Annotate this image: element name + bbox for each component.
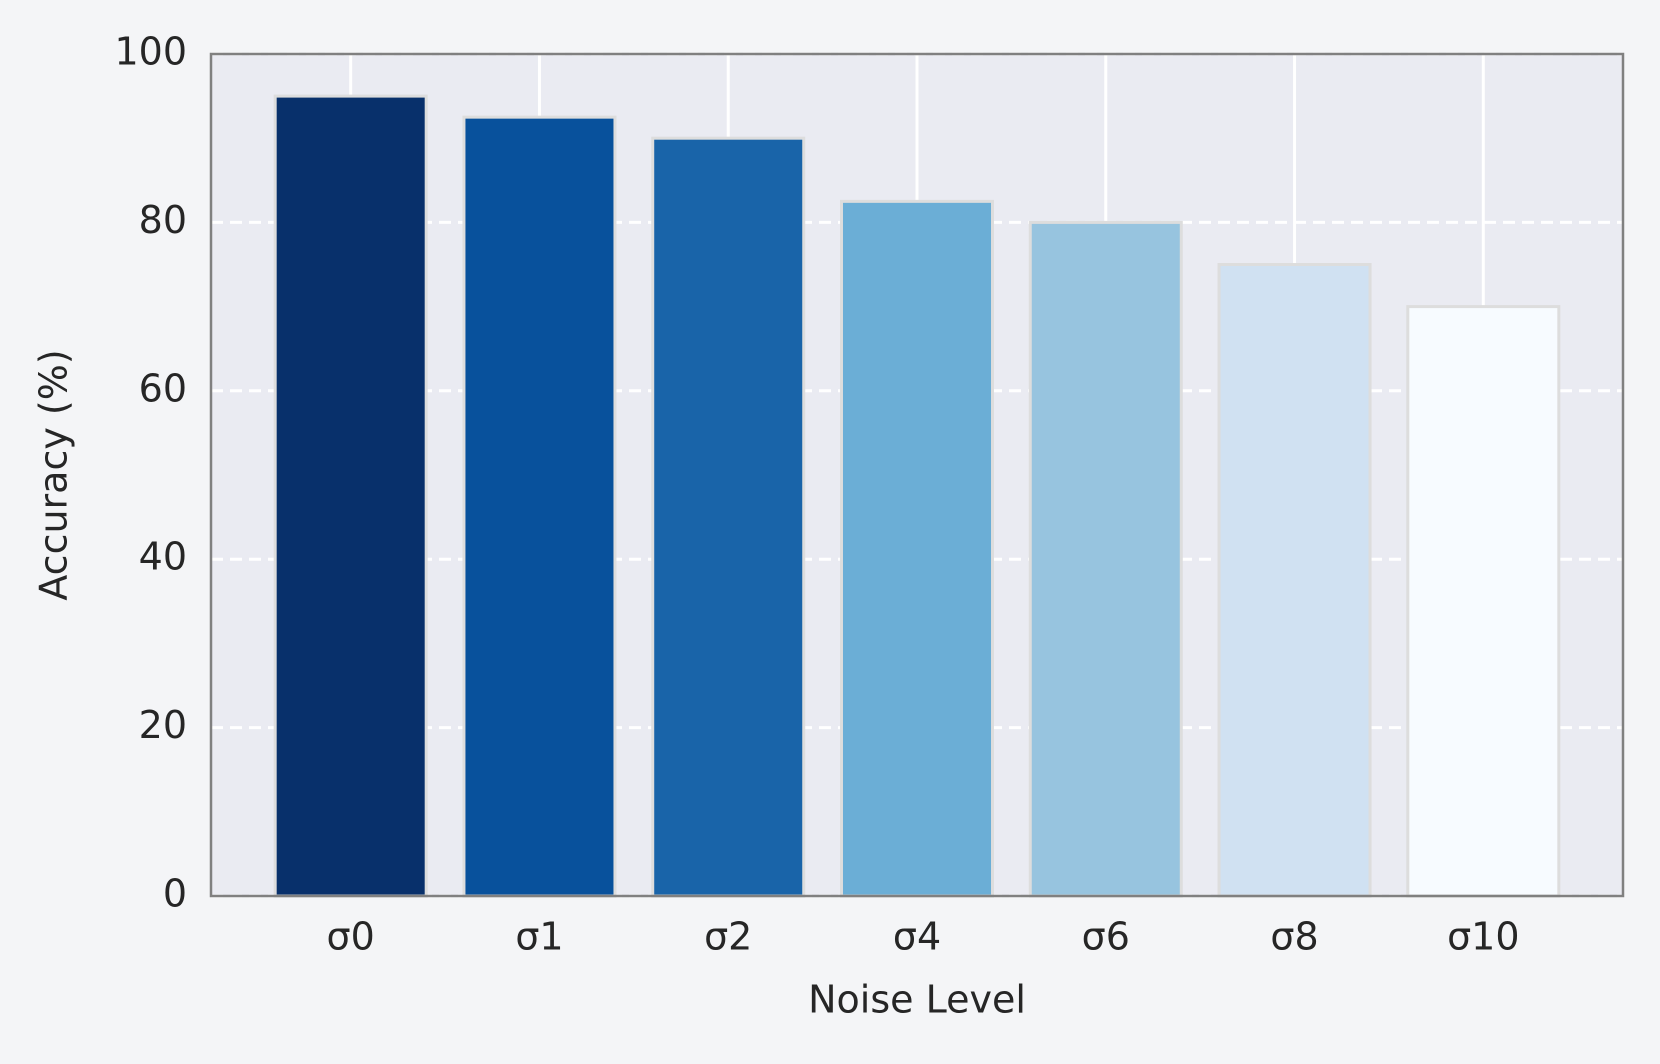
bar	[1406, 305, 1561, 898]
x-tick-label: σ8	[1270, 915, 1318, 959]
plot-border	[209, 52, 1625, 898]
bar	[1028, 220, 1183, 898]
bar	[651, 136, 806, 898]
y-tick-label: 20	[139, 703, 187, 747]
y-tick-label: 60	[139, 366, 187, 410]
tick-labels: 0 20 40 60 80 100 σ0 σ1 σ2 σ4 σ6 σ8 σ10	[114, 30, 1519, 959]
y-tick-label: 100	[114, 30, 187, 74]
x-tick-label: σ10	[1447, 915, 1519, 959]
x-axis-label: Noise Level	[808, 978, 1026, 1022]
bar	[1217, 263, 1372, 898]
x-tick-label: σ0	[327, 915, 375, 959]
bar	[839, 199, 995, 898]
x-tick-label: σ2	[704, 915, 752, 959]
bar	[273, 94, 428, 898]
bar	[462, 115, 617, 898]
y-tick-label: 80	[139, 198, 187, 242]
x-tick-label: σ1	[515, 915, 563, 959]
x-tick-label: σ4	[893, 915, 941, 959]
y-axis-label: Accuracy (%)	[32, 349, 76, 600]
x-tick-label: σ6	[1082, 915, 1130, 959]
bars	[273, 94, 1561, 898]
y-tick-label: 40	[139, 535, 187, 579]
y-tick-label: 0	[163, 872, 187, 916]
